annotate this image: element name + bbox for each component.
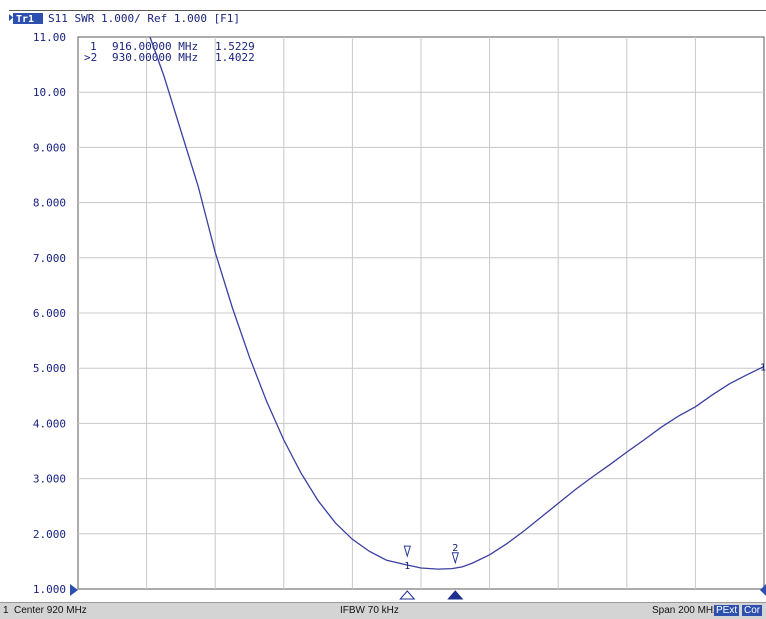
marker-2-label-on-trace: 2 bbox=[452, 543, 458, 554]
trace-end-label: 1 bbox=[760, 363, 766, 374]
ifbw[interactable]: IFBW 70 kHz bbox=[340, 605, 399, 616]
y-tick-label: 2.000 bbox=[33, 528, 66, 541]
marker-2-trace-icon[interactable] bbox=[451, 552, 459, 565]
y-axis-ticks: 11.00 10.00 9.000 8.000 7.000 6.000 5.000 4.000… bbox=[33, 31, 66, 596]
marker-1-label: 1 bbox=[90, 40, 97, 53]
y-tick-label: 9.000 bbox=[33, 141, 66, 154]
y-tick-label: 8.000 bbox=[33, 197, 66, 210]
reference-left-arrow-icon[interactable] bbox=[70, 584, 78, 596]
trace-badge-bg[interactable] bbox=[13, 13, 43, 24]
marker-1-value: 1.5229 bbox=[215, 40, 255, 53]
cor-badge[interactable]: Cor bbox=[742, 605, 763, 616]
marker-2-label: >2 bbox=[84, 51, 97, 64]
marker-2-value: 1.4022 bbox=[215, 51, 255, 64]
span-frequency[interactable]: Span 200 MHz bbox=[652, 605, 719, 616]
y-tick-label: 6.000 bbox=[33, 307, 66, 320]
y-tick-label: 11.00 bbox=[33, 31, 66, 44]
y-tick-label: 3.000 bbox=[33, 473, 66, 486]
marker-1-trace-icon[interactable] bbox=[403, 545, 411, 558]
traces bbox=[149, 36, 765, 570]
title-bar bbox=[0, 0, 766, 36]
y-tick-label: 4.000 bbox=[33, 417, 66, 430]
channel-number: 1 bbox=[3, 605, 9, 616]
status-bar: 1 Center 920 MHz IFBW 70 kHz Span 200 MH… bbox=[0, 602, 766, 619]
marker-table: 1 916.00000 MHz 1.5229 >2 930.00000 MHz … bbox=[84, 40, 255, 64]
center-frequency[interactable]: Center 920 MHz bbox=[14, 605, 87, 616]
y-tick-label: 10.00 bbox=[33, 86, 66, 99]
marker-glyphs: 1 2 1 bbox=[399, 363, 766, 600]
marker-1-freq: 916.00000 MHz bbox=[112, 40, 198, 53]
marker-1-stimulus-icon[interactable] bbox=[399, 590, 416, 600]
trace-badge[interactable]: Tr1 bbox=[16, 14, 34, 25]
grid bbox=[78, 37, 764, 589]
y-tick-label: 7.000 bbox=[33, 252, 66, 265]
active-trace-icon[interactable] bbox=[9, 14, 13, 21]
y-tick-label: 1.000 bbox=[33, 583, 66, 596]
marker-1-label-on-trace: 1 bbox=[404, 561, 410, 572]
y-tick-label: 5.000 bbox=[33, 362, 66, 375]
trace-info: S11 SWR 1.000/ Ref 1.000 [F1] bbox=[48, 12, 240, 25]
marker-2-stimulus-icon[interactable] bbox=[447, 590, 464, 600]
reference-right-arrow-icon[interactable] bbox=[760, 584, 766, 596]
pext-badge[interactable]: PExt bbox=[714, 605, 740, 616]
swr-trace bbox=[149, 36, 765, 570]
marker-2-freq: 930.00000 MHz bbox=[112, 51, 198, 64]
